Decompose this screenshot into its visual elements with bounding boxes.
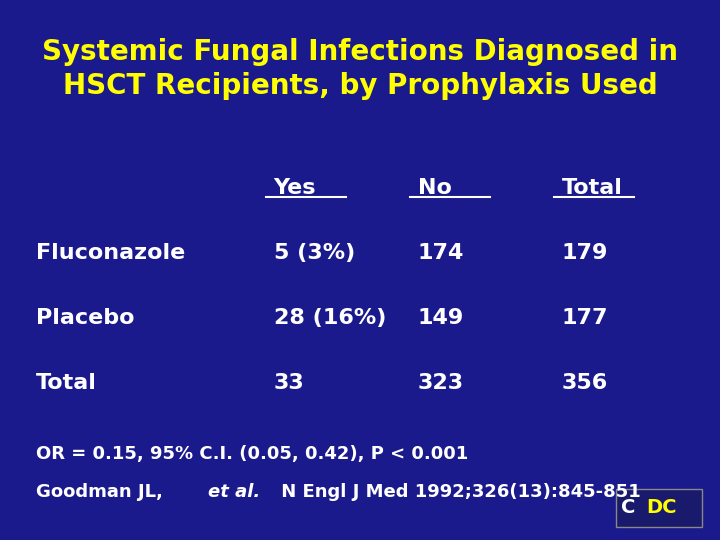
Text: 323: 323: [418, 373, 464, 393]
Text: 177: 177: [562, 308, 608, 328]
Text: 356: 356: [562, 373, 608, 393]
Text: Goodman JL,: Goodman JL,: [36, 483, 169, 501]
Text: No: No: [418, 178, 451, 198]
Text: C: C: [621, 498, 636, 517]
Text: 5 (3%): 5 (3%): [274, 243, 355, 263]
Text: Total: Total: [562, 178, 623, 198]
Text: Placebo: Placebo: [36, 308, 135, 328]
Text: 28 (16%): 28 (16%): [274, 308, 386, 328]
Text: Total: Total: [36, 373, 97, 393]
Text: DC: DC: [646, 498, 676, 517]
Text: Fluconazole: Fluconazole: [36, 243, 185, 263]
Text: 33: 33: [274, 373, 305, 393]
Text: 149: 149: [418, 308, 464, 328]
FancyBboxPatch shape: [616, 489, 702, 526]
Text: 174: 174: [418, 243, 464, 263]
Text: 179: 179: [562, 243, 608, 263]
Text: OR = 0.15, 95% C.I. (0.05, 0.42), P < 0.001: OR = 0.15, 95% C.I. (0.05, 0.42), P < 0.…: [36, 446, 468, 463]
Text: N Engl J Med 1992;326(13):845-851: N Engl J Med 1992;326(13):845-851: [275, 483, 641, 501]
Text: Yes: Yes: [274, 178, 316, 198]
Text: Systemic Fungal Infections Diagnosed in
HSCT Recipients, by Prophylaxis Used: Systemic Fungal Infections Diagnosed in …: [42, 38, 678, 100]
Text: et al.: et al.: [208, 483, 260, 501]
